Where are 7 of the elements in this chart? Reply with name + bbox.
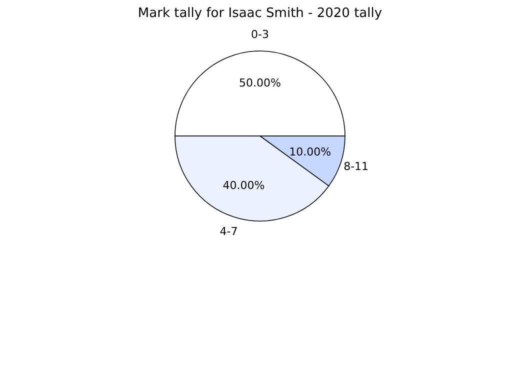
data-label: 10.00% — [289, 145, 332, 158]
data-label: 50.00% — [239, 76, 281, 90]
slice-label: 8-11 — [344, 160, 369, 174]
data-label: 40.00% — [222, 179, 265, 192]
chart-title: Mark tally for Isaac Smith - 2020 tally — [138, 6, 382, 21]
slice-label: 4-7 — [220, 225, 238, 238]
slice-label: 0-3 — [251, 28, 269, 41]
